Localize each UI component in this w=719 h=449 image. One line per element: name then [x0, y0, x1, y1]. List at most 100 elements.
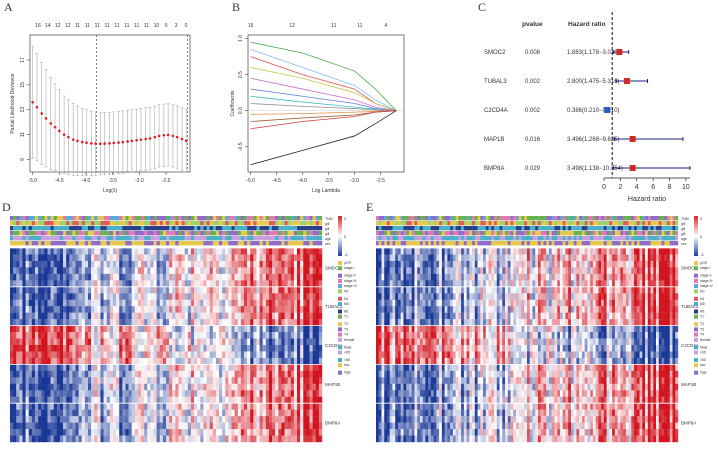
panel-d-heat-cell: [128, 383, 132, 391]
panel-d-annotation-cell: [315, 216, 320, 221]
panel-d-heat-cell: [275, 293, 279, 300]
panel-d-annotation-cell: [184, 226, 189, 231]
panel-d-heat-cell: [81, 390, 86, 397]
panel-d-heat-cell: [81, 357, 86, 365]
panel-d-heat-cell: [253, 319, 257, 326]
panel-d-heat-cell: [250, 357, 254, 365]
panel-d-heat-cell: [262, 267, 267, 275]
panel-d-legend-swatch: [338, 322, 342, 327]
panel-d-heat-cell: [25, 325, 29, 333]
panel-d-annotation-cell: [290, 221, 295, 226]
panel-d-heat-cell: [137, 332, 142, 339]
panel-d-heat-cell: [244, 319, 248, 326]
panel-d-heat-cell: [312, 364, 316, 372]
panel-d-heat-cell: [287, 429, 291, 436]
panel-e-annotation-cell: [672, 231, 676, 236]
panel-d-heat-cell: [10, 396, 14, 404]
panel-a-top-tick-label: 0: [185, 23, 188, 29]
panel-e-annotation-cell: [502, 226, 506, 231]
panel-d-heat-cell: [131, 254, 135, 262]
panel-d-heat-cell: [128, 332, 132, 339]
panel-d-annotation-cell: [244, 226, 248, 231]
panel-d-heat-cell: [75, 248, 79, 255]
panel-e-heat-cell: [562, 254, 566, 262]
panel-d-heat-cell: [19, 403, 23, 410]
panel-d-legend-swatch: [338, 273, 342, 278]
panel-d-annotation-cell: [38, 226, 42, 231]
panel-e-heat-cell: [425, 248, 429, 255]
panel-e-annotation-cell: [595, 226, 599, 231]
panel-d-heat-cell: [275, 319, 279, 326]
panel-d-heat-cell: [66, 306, 70, 313]
panel-d-heat-cell: [84, 338, 89, 346]
panel-e-annotation-cell: [576, 216, 580, 221]
panel-d-heat-cell: [159, 396, 164, 404]
panel-d-heat-cell: [303, 299, 307, 307]
panel-d-heat-cell: [181, 370, 185, 378]
panel-d-heat-cell: [268, 390, 273, 397]
panel-d-annotation-cell: [66, 221, 70, 226]
panel-d-heat-cell: [128, 435, 132, 443]
panel-c-pvalue: 0.029: [525, 166, 541, 172]
panel-d-heat-cell: [206, 422, 210, 430]
panel-d-heat-cell: [166, 280, 170, 287]
panel-e-heat-cell: [620, 254, 624, 262]
panel-d-heat-cell: [187, 325, 192, 333]
panel-d-annotation-cell: [144, 231, 148, 236]
panel-e-heat-cell: [609, 248, 613, 255]
panel-d-annotation-cell: [50, 226, 54, 231]
panel-d-heat-cell: [206, 260, 210, 268]
panel-d-heat-cell: [97, 267, 101, 275]
panel-a-point: [67, 135, 70, 139]
panel-d-heat-cell: [300, 345, 304, 352]
panel-d-annotation-cell: [159, 226, 164, 231]
panel-d-heat-cell: [209, 351, 213, 359]
panel-d-heat-cell: [69, 260, 73, 268]
panel-e-annotation-cell: [502, 221, 506, 226]
panel-e-annotation-cell: [430, 226, 434, 231]
panel-d-heat-cell: [256, 377, 260, 384]
panel-d-heat-cell: [256, 306, 260, 313]
panel-d-heat-cell: [256, 260, 260, 268]
panel-d-heat-cell: [44, 280, 48, 287]
panel-e-heat-cell: [502, 254, 506, 262]
panel-d-heat-cell: [16, 299, 20, 307]
panel-e-annotation-cell: [524, 216, 528, 221]
panel-d-heat-cell: [103, 345, 107, 352]
panel-e-heat-cell: [441, 248, 445, 255]
panel-d-legend-label: stage II: [344, 274, 356, 278]
panel-d-heat-cell: [293, 364, 298, 372]
panel-e-annotation-cell: [518, 221, 522, 226]
panel-e-annotation-cell: [499, 231, 503, 236]
panel-d-annotation-cell: [19, 236, 23, 241]
panel-d-heat-cell: [228, 357, 232, 365]
panel-d-heat-cell: [59, 351, 64, 359]
panel-e-annotation-cell: [565, 236, 569, 241]
panel-d-heat-cell: [100, 312, 104, 320]
panel-e-heat-cell: [414, 260, 418, 268]
panel-d-heat-cell: [203, 351, 207, 359]
panel-d-heat-cell: [81, 345, 86, 352]
panel-d-annotation-cell: [112, 216, 117, 221]
panel-d-annotation-cell: [256, 241, 260, 246]
panel-e-annotation-cell: [386, 236, 390, 241]
panel-e-annotation-cell: [647, 221, 651, 226]
panel-d-heat-cell: [147, 299, 151, 307]
panel-d-heat-cell: [131, 248, 135, 255]
panel-d-heat-cell: [197, 416, 201, 423]
panel-d-annotation-cell: [134, 221, 139, 226]
panel-e-annotation-cell: [507, 226, 511, 231]
panel-e-annotation-cell: [524, 221, 528, 226]
panel-d-heat-cell: [318, 435, 323, 443]
panel-d-heat-cell: [81, 306, 86, 313]
panel-d-heat-cell: [297, 248, 301, 255]
panel-d-heat-cell: [209, 435, 213, 443]
panel-d-heat-cell: [253, 416, 257, 423]
panel-d-heat-cell: [88, 319, 92, 326]
panel-e-annotation-cell: [601, 241, 605, 246]
panel-d-annotation-cell: [178, 226, 182, 231]
panel-d-annotation-cell: [190, 236, 195, 241]
panel-d-annotation-cell: [144, 221, 148, 226]
panel-d-heat-cell: [318, 286, 323, 294]
panel-d-heat-cell: [228, 248, 232, 255]
